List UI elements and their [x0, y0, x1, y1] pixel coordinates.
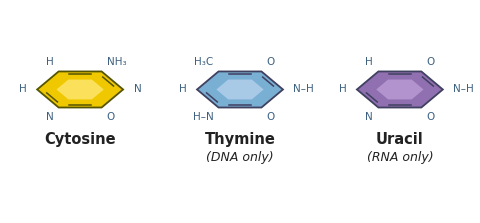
Polygon shape	[197, 71, 282, 107]
Polygon shape	[356, 71, 442, 107]
Text: N: N	[133, 85, 141, 95]
Text: O: O	[107, 112, 115, 122]
Text: (DNA only): (DNA only)	[206, 151, 273, 164]
Text: O: O	[266, 57, 275, 67]
Text: H–N: H–N	[192, 112, 213, 122]
Text: N–H: N–H	[293, 85, 313, 95]
Polygon shape	[375, 80, 422, 99]
Text: H₃C: H₃C	[193, 57, 213, 67]
Text: O: O	[266, 112, 275, 122]
Text: Uracil: Uracil	[375, 132, 423, 147]
Text: H: H	[365, 57, 372, 67]
Text: Cytosine: Cytosine	[44, 132, 116, 147]
Text: N–H: N–H	[452, 85, 473, 95]
Text: H: H	[19, 85, 26, 95]
Text: H: H	[338, 85, 346, 95]
Text: H: H	[46, 57, 53, 67]
Text: NH₃: NH₃	[107, 57, 126, 67]
Polygon shape	[37, 71, 123, 107]
Text: Thymine: Thymine	[204, 132, 275, 147]
Text: O: O	[426, 57, 434, 67]
Text: (RNA only): (RNA only)	[366, 151, 432, 164]
Text: H: H	[179, 85, 186, 95]
Polygon shape	[216, 80, 263, 99]
Text: N: N	[365, 112, 372, 122]
Text: O: O	[426, 112, 434, 122]
Polygon shape	[56, 80, 104, 99]
Text: N: N	[46, 112, 53, 122]
